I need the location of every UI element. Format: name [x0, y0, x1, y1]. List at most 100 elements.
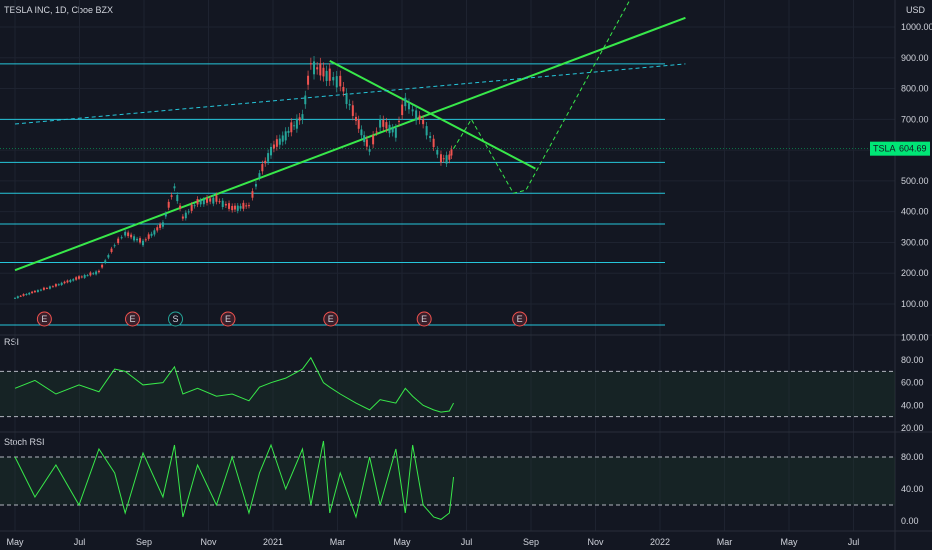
- candle-body: [164, 213, 167, 217]
- candle-body: [101, 264, 104, 268]
- price-tick-2: 800.00: [901, 84, 929, 94]
- candle-body: [212, 197, 215, 204]
- candle-body: [120, 237, 123, 239]
- price-tick-1: 900.00: [901, 53, 929, 63]
- candle-body: [404, 97, 407, 107]
- candle-body: [117, 238, 120, 244]
- candle-body: [325, 70, 328, 82]
- candle-body: [206, 197, 208, 203]
- candle-body: [179, 205, 182, 209]
- candle-body: [442, 158, 445, 160]
- candle-body: [78, 276, 80, 279]
- candle-body: [385, 122, 388, 129]
- rsi-band: [0, 371, 895, 417]
- time-tick-6: May: [393, 537, 411, 547]
- candle-body: [432, 138, 435, 148]
- price-tick-8: 200.00: [901, 268, 929, 278]
- candle-body: [190, 204, 193, 211]
- stoch-band: [0, 457, 895, 505]
- candle-body: [335, 76, 338, 88]
- candle-body: [66, 280, 69, 283]
- candle-body: [322, 67, 325, 77]
- candle-body: [293, 125, 296, 127]
- candle-body: [144, 239, 147, 241]
- time-tick-5: Mar: [330, 537, 346, 547]
- candle-body: [304, 95, 307, 105]
- candle-body: [127, 232, 130, 237]
- time-tick-1: Jul: [74, 537, 86, 547]
- candle-body: [187, 211, 190, 213]
- candle-body: [130, 234, 133, 238]
- candle-body: [136, 238, 139, 241]
- earnings-marker-0: [36, 311, 52, 327]
- candle-body: [233, 205, 236, 210]
- candle-body: [247, 205, 250, 207]
- trendlines[interactable]: [14, 0, 686, 272]
- earnings-marker-label-0: E: [41, 314, 47, 324]
- candle-body: [445, 155, 448, 164]
- candle-body: [54, 284, 57, 287]
- currency-label: USD: [906, 5, 926, 15]
- price-tick-6: 400.00: [901, 207, 929, 217]
- time-tick-7: Jul: [461, 537, 473, 547]
- rsi-line: [14, 356, 454, 413]
- candle-body: [316, 67, 319, 70]
- rsi-tick-2: 60.00: [901, 378, 924, 388]
- candle-body: [375, 131, 378, 133]
- candle-body: [239, 206, 242, 209]
- candle-body: [450, 149, 453, 156]
- candle-body: [48, 286, 51, 289]
- candle-body: [422, 119, 425, 125]
- trendline-0: [14, 16, 686, 272]
- last-price-ticker: TSLA: [873, 144, 896, 154]
- earnings-marker-4: [323, 311, 339, 327]
- candle-body: [221, 200, 224, 207]
- last-price-value-bg: [896, 141, 930, 156]
- time-tick-4: 2021: [263, 537, 283, 547]
- candle-body: [156, 227, 159, 231]
- rsi-label: RSI: [4, 337, 19, 347]
- candle-body: [391, 128, 394, 133]
- candle-body: [365, 139, 368, 147]
- earnings-marker-3: [220, 311, 236, 327]
- candle-body: [411, 109, 414, 112]
- price-tick-3: 700.00: [901, 114, 929, 124]
- candle-body: [379, 119, 382, 128]
- candle-body: [142, 240, 144, 246]
- candle-body: [147, 234, 150, 239]
- candle-body: [295, 118, 298, 129]
- candle-body: [394, 127, 397, 138]
- candle-body: [80, 276, 83, 278]
- time-tick-11: Mar: [717, 537, 733, 547]
- candle-body: [124, 231, 127, 236]
- rsi-panel: [0, 356, 895, 418]
- candle-body: [14, 297, 16, 299]
- earnings-marker-label-4: E: [328, 314, 334, 324]
- earnings-marker-label-1: E: [130, 314, 136, 324]
- candle-body: [176, 195, 179, 202]
- candle-body: [339, 75, 342, 87]
- candle-body: [236, 205, 239, 211]
- candle-body: [19, 295, 22, 297]
- candle-body: [218, 201, 221, 203]
- candle-body: [159, 224, 162, 228]
- candle-body: [153, 230, 156, 235]
- candle-body: [342, 86, 345, 92]
- candle-body: [281, 135, 284, 142]
- candle-body: [309, 63, 312, 65]
- candle-body: [448, 154, 451, 160]
- stoch-tick-0: 80.00: [901, 452, 924, 462]
- rsi-tick-4: 20.00: [901, 423, 924, 433]
- candle-body: [439, 154, 442, 163]
- candle-body: [16, 296, 19, 299]
- candle-body: [354, 116, 357, 121]
- candle-body: [429, 136, 432, 139]
- candle-body: [196, 198, 199, 205]
- candle-body: [224, 203, 227, 206]
- stoch-rsi-label: Stoch RSI: [4, 437, 45, 447]
- candle-body: [301, 114, 304, 120]
